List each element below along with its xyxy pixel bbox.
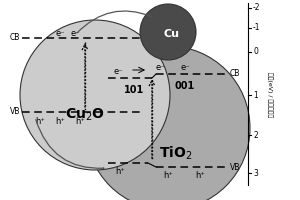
Text: 3: 3 (253, 168, 258, 178)
Text: e⁻: e⁻ (180, 64, 190, 72)
Text: 101: 101 (124, 85, 144, 95)
Text: h⁺: h⁺ (35, 116, 45, 126)
Text: e⁻: e⁻ (113, 66, 123, 75)
FancyArrowPatch shape (77, 11, 151, 33)
Text: 0: 0 (253, 47, 258, 56)
Text: 2: 2 (253, 130, 258, 140)
Text: -2: -2 (253, 3, 260, 12)
Text: 001: 001 (175, 81, 195, 91)
Text: -1: -1 (253, 23, 260, 32)
Text: e⁻: e⁻ (55, 28, 65, 38)
Circle shape (140, 4, 196, 60)
Text: CB: CB (230, 70, 240, 78)
Text: Cu$_2$O: Cu$_2$O (65, 107, 105, 123)
Text: h⁺: h⁺ (163, 171, 173, 180)
Circle shape (86, 46, 250, 200)
Text: CB: CB (10, 33, 20, 43)
Text: e⁻: e⁻ (155, 64, 165, 72)
FancyArrowPatch shape (36, 120, 104, 169)
Text: VB: VB (230, 162, 240, 171)
Text: TiO$_2$: TiO$_2$ (159, 144, 193, 162)
Text: 电位(eV) / 标准氢电极: 电位(eV) / 标准氢电极 (267, 72, 273, 118)
Text: VB: VB (10, 108, 20, 116)
Text: e⁻: e⁻ (70, 28, 80, 38)
Text: h⁺: h⁺ (75, 116, 85, 126)
Text: 1: 1 (253, 90, 258, 99)
Text: h⁺: h⁺ (55, 116, 65, 126)
Circle shape (20, 20, 170, 170)
Text: Cu: Cu (164, 29, 180, 39)
Text: h⁺: h⁺ (115, 168, 125, 176)
Text: h⁺: h⁺ (195, 171, 205, 180)
